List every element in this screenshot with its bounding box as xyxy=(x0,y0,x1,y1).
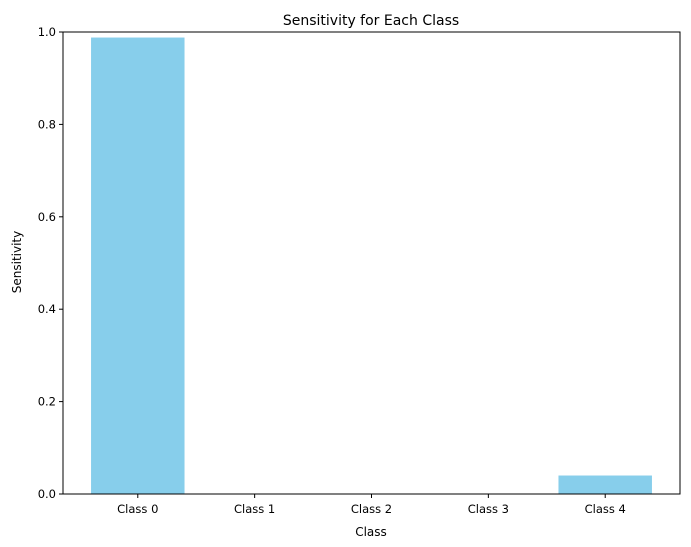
plot-frame xyxy=(62,31,681,495)
y-tick-label: 1.0 xyxy=(38,25,56,39)
y-axis-label: Sensitivity xyxy=(10,231,24,293)
x-tick-label: Class 3 xyxy=(468,502,509,516)
bar-class-4 xyxy=(558,475,652,494)
x-tick-label: Class 4 xyxy=(585,502,626,516)
y-tick-label: 0.0 xyxy=(38,487,56,501)
x-tick-label: Class 2 xyxy=(351,502,392,516)
bars-group xyxy=(91,37,652,494)
x-axis-ticks: Class 0 Class 1 Class 2 Class 3 Class 4 xyxy=(117,494,626,516)
y-axis-ticks: 0.0 0.2 0.4 0.6 0.8 1.0 xyxy=(38,25,63,501)
y-tick-label: 0.8 xyxy=(38,117,56,131)
chart-title: Sensitivity for Each Class xyxy=(283,13,459,29)
y-tick-label: 0.6 xyxy=(38,210,56,224)
y-tick-label: 0.4 xyxy=(38,302,56,316)
y-tick-label: 0.2 xyxy=(38,395,56,409)
bar-class-0 xyxy=(91,37,185,494)
x-tick-label: Class 1 xyxy=(234,502,275,516)
x-tick-label: Class 0 xyxy=(117,502,158,516)
x-axis-label: Class xyxy=(355,525,387,539)
